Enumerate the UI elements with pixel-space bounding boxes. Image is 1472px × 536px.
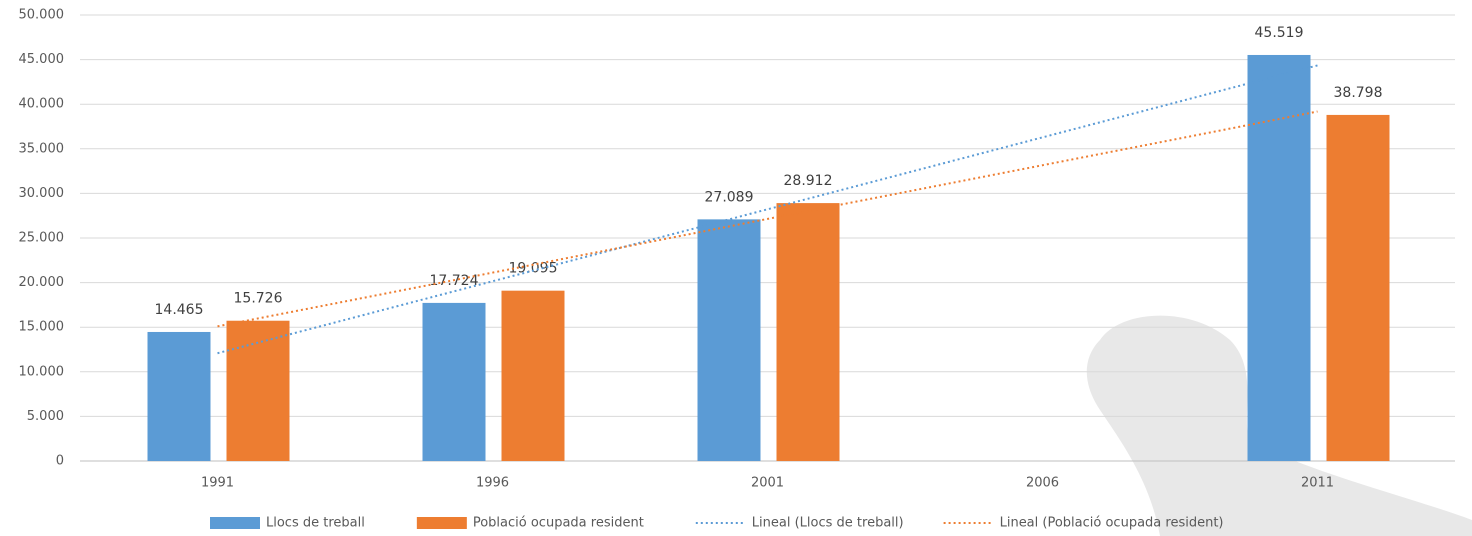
y-tick-label: 40.000 (19, 97, 65, 112)
y-tick-label: 10.000 (19, 364, 65, 379)
x-tick-label: 2011 (1301, 476, 1334, 491)
data-label: 28.912 (784, 173, 833, 189)
data-label: 45.519 (1255, 25, 1304, 41)
bar (422, 302, 486, 461)
legend-label: Lineal (Població ocupada resident) (1000, 516, 1224, 531)
y-tick-label: 5.000 (27, 409, 64, 424)
watermark (1086, 315, 1472, 536)
y-tick-label: 25.000 (19, 231, 65, 246)
data-label: 19.095 (509, 261, 558, 277)
data-label: 14.465 (155, 302, 204, 318)
trend-line (217, 64, 1318, 355)
legend-label: Lineal (Llocs de treball) (752, 516, 904, 531)
y-tick-label: 20.000 (19, 275, 65, 290)
data-label: 27.089 (705, 189, 754, 205)
y-tick-label: 30.000 (19, 186, 65, 201)
bar (501, 290, 565, 461)
trend-line (217, 110, 1318, 328)
y-tick-label: 35.000 (19, 141, 65, 156)
x-tick-label: 2006 (1026, 476, 1059, 491)
bar (226, 320, 290, 461)
bar (776, 203, 840, 461)
bar (147, 331, 211, 461)
x-tick-label: 1991 (201, 476, 234, 491)
data-label: 15.726 (234, 291, 283, 307)
legend-swatch (416, 517, 467, 529)
data-label: 38.798 (1334, 85, 1383, 101)
bar (697, 219, 761, 461)
y-tick-label: 15.000 (19, 320, 65, 335)
bar (1247, 54, 1311, 461)
legend-label: Llocs de treball (266, 516, 365, 531)
legend-swatch (210, 517, 260, 529)
y-tick-label: 45.000 (19, 52, 65, 67)
y-tick-label: 50.000 (19, 8, 65, 23)
bar (1326, 114, 1390, 461)
y-tick-label: 0 (56, 454, 64, 469)
x-tick-label: 2001 (751, 476, 784, 491)
x-tick-label: 1996 (476, 476, 509, 491)
legend-label: Població ocupada resident (473, 516, 644, 531)
